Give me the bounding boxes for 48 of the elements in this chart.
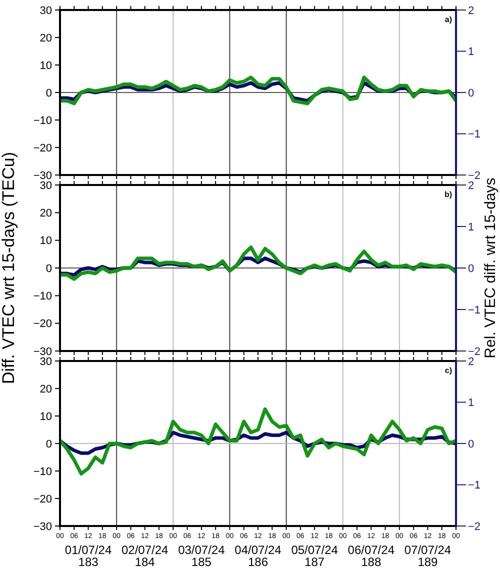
y-tick-label: 10 — [40, 410, 52, 423]
y2-tick-label: −1 — [468, 128, 481, 141]
y2-tick-label: 2 — [468, 356, 474, 368]
y-tick-label: −10 — [33, 114, 52, 127]
text: a) — [444, 15, 452, 24]
y-tick-label: 0 — [46, 87, 52, 100]
text: 06/07/24 188 — [348, 543, 395, 568]
text: 03/07/24 185 — [178, 543, 226, 568]
y-tick-label: 20 — [40, 383, 52, 396]
text: b) — [444, 190, 452, 199]
y2-tick-label: 1 — [468, 397, 474, 410]
y2-tick-label: 0 — [468, 438, 474, 450]
text: 01/07/24 183 — [64, 543, 112, 568]
y2-tick-label: −2 — [468, 520, 481, 533]
y-tick-label: 0 — [46, 262, 52, 275]
text: c) — [444, 366, 452, 375]
y-tick-label: −20 — [33, 493, 52, 506]
y-axis-title: Diff. VTEC wrt 15-days (TECu) — [0, 152, 18, 384]
y2-tick-label: 0 — [468, 262, 474, 275]
y-tick-label: 20 — [40, 32, 52, 44]
y2-tick-label: 2 — [468, 4, 474, 17]
y-tick-label: 30 — [40, 180, 52, 192]
y2-tick-label: 1 — [468, 46, 474, 58]
y-tick-label: −10 — [33, 290, 52, 303]
y2-axis-title: Rel. VTEC diff. wrt 15-days — [482, 178, 499, 358]
y-tick-label: 10 — [40, 60, 52, 72]
text: 02/07/24 184 — [122, 543, 169, 568]
y-tick-label: 30 — [40, 356, 52, 368]
y-tick-label: 0 — [46, 438, 52, 450]
y2-tick-label: 1 — [468, 221, 474, 234]
y2-tick-label: −2 — [468, 170, 481, 182]
y2-tick-label: −1 — [468, 480, 481, 492]
y-tick-label: −30 — [33, 170, 52, 182]
y-tick-label: −20 — [33, 142, 52, 154]
y-tick-label: 30 — [40, 4, 52, 17]
y2-tick-label: −2 — [468, 346, 481, 358]
y-tick-label: 10 — [40, 235, 52, 248]
y-tick-label: −20 — [33, 318, 52, 330]
y-tick-label: −30 — [33, 520, 52, 533]
text: 05/07/24 187 — [291, 543, 338, 568]
y-tick-label: 20 — [40, 208, 52, 220]
y-tick-label: −10 — [33, 466, 52, 478]
y-tick-label: −30 — [33, 346, 52, 358]
y2-tick-label: 2 — [468, 180, 474, 192]
y2-tick-label: 0 — [468, 87, 474, 100]
text: 07/07/24 189 — [404, 543, 452, 568]
y2-tick-label: −1 — [468, 304, 481, 316]
text: 04/07/24 186 — [234, 543, 282, 568]
